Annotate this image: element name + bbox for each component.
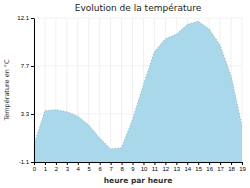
area: [34, 21, 242, 162]
x-tick-label: 16: [206, 166, 213, 172]
x-tick-label: 7: [109, 166, 113, 172]
x-tick-label: 19: [239, 166, 246, 172]
grid-line-x: [121, 18, 122, 162]
x-tick: 16: [206, 162, 213, 172]
x-tick-label: 15: [195, 166, 202, 172]
x-tick-mark: [165, 162, 166, 165]
x-tick-mark: [209, 162, 210, 165]
grid: [34, 18, 242, 162]
x-axis-title: heure par heure: [104, 176, 172, 185]
x-tick-mark: [56, 162, 57, 165]
line: [34, 21, 242, 149]
x-tick: 12: [163, 162, 170, 172]
y-tick: 7.7: [21, 63, 34, 69]
x-tick: 18: [228, 162, 235, 172]
x-tick-label: 8: [120, 166, 124, 172]
x-tick: 17: [217, 162, 224, 172]
x-tick-label: 0: [33, 166, 37, 172]
title: Evolution de la température: [75, 3, 202, 13]
x-tick-mark: [154, 162, 155, 165]
x-tick-label: 3: [66, 166, 70, 172]
x-tick-label: 5: [88, 166, 92, 172]
x-tick: 15: [195, 162, 202, 172]
x-tick-label: 9: [131, 166, 135, 172]
grid-line-y: [34, 18, 242, 19]
x-tick-label: 10: [141, 166, 148, 172]
x-tick-label: 6: [99, 166, 103, 172]
y-tick-label: 3.3: [21, 111, 30, 117]
y-tick-mark: [31, 114, 34, 115]
x-axis-line: [35, 162, 243, 163]
x-tick-mark: [242, 162, 243, 165]
grid-line-x: [110, 18, 111, 162]
x-tick-label: 12: [163, 166, 170, 172]
x-tick: 2: [55, 162, 59, 172]
y-tick-label: -1.1: [19, 159, 30, 165]
chart-svg: 012345678910111213141516171819-1.13.37.7…: [0, 0, 250, 188]
y-tick-mark: [31, 18, 34, 19]
x-tick-label: 1: [44, 166, 48, 172]
y-tick: 12.1: [17, 15, 34, 21]
x-tick-mark: [111, 162, 112, 165]
y-tick-mark: [31, 66, 34, 67]
chart-container: 012345678910111213141516171819-1.13.37.7…: [0, 0, 250, 188]
x-tick: 14: [184, 162, 191, 172]
x-tick-label: 4: [77, 166, 81, 172]
x-tick: 9: [131, 162, 135, 172]
x-axis: 012345678910111213141516171819: [33, 162, 247, 172]
x-tick-label: 11: [152, 166, 159, 172]
x-tick-mark: [143, 162, 144, 165]
marks: [34, 21, 242, 162]
y-tick: 3.3: [21, 111, 34, 117]
x-tick-mark: [231, 162, 232, 165]
y-axis: -1.1 3.3 7.7 12.1: [17, 15, 34, 165]
x-tick-mark: [133, 162, 134, 165]
x-tick: 3: [66, 162, 70, 172]
x-tick-mark: [45, 162, 46, 165]
x-tick-label: 14: [184, 166, 191, 172]
x-tick: 5: [88, 162, 92, 172]
x-tick-label: 18: [228, 166, 235, 172]
x-tick-mark: [122, 162, 123, 165]
grid-line-x: [34, 18, 35, 162]
x-tick: 13: [173, 162, 180, 172]
x-tick: 6: [99, 162, 103, 172]
y-tick: -1.1: [19, 159, 34, 165]
x-tick: 4: [77, 162, 81, 172]
x-tick: 19: [239, 162, 246, 172]
x-tick-mark: [187, 162, 188, 165]
x-tick: 7: [109, 162, 113, 172]
x-tick-mark: [220, 162, 221, 165]
x-tick: 8: [120, 162, 124, 172]
y-tick-label: 7.7: [21, 63, 30, 69]
y-axis-title: Température en °C: [3, 59, 11, 122]
x-tick: 1: [44, 162, 48, 172]
x-tick-label: 17: [217, 166, 224, 172]
x-tick-mark: [198, 162, 199, 165]
x-tick: 0: [33, 162, 37, 172]
x-tick: 10: [141, 162, 148, 172]
y-axis-line: [34, 19, 35, 163]
x-tick-mark: [100, 162, 101, 165]
y-tick-mark: [31, 162, 34, 163]
x-tick-mark: [176, 162, 177, 165]
plot-area: 012345678910111213141516171819-1.13.37.7…: [17, 15, 246, 172]
y-tick-label: 12.1: [17, 15, 29, 21]
x-tick-mark: [78, 162, 79, 165]
x-tick-label: 2: [55, 166, 59, 172]
x-tick-mark: [67, 162, 68, 165]
x-tick: 11: [152, 162, 159, 172]
x-tick-label: 13: [173, 166, 180, 172]
x-tick-mark: [89, 162, 90, 165]
